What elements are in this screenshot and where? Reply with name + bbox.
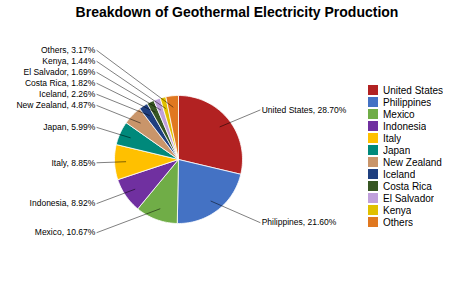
svg-text:Indonesia, 8.92%: Indonesia, 8.92% [30,198,96,208]
svg-text:Kenya, 1.44%: Kenya, 1.44% [42,56,95,66]
svg-text:Mexico, 10.67%: Mexico, 10.67% [35,227,96,237]
svg-text:New Zealand, 4.87%: New Zealand, 4.87% [16,100,95,110]
svg-text:Philippines, 21.60%: Philippines, 21.60% [262,217,337,227]
html-text:Philippines: Philippines [383,96,432,108]
html-text:Breakdown of Geothermal Electr: Breakdown of Geothermal Electricity Prod… [75,4,399,20]
html-text:Japan: Japan [383,144,411,156]
html-text:Iceland: Iceland [383,168,416,180]
svg-text:Others, 3.17%: Others, 3.17% [41,45,96,55]
html-text:El Salvador: El Salvador [383,192,435,204]
svg-text:United States, 28.70%: United States, 28.70% [262,105,347,115]
html-text:Italy: Italy [383,132,402,144]
html-text:Indonesia: Indonesia [383,120,427,132]
svg-text:Iceland, 2.26%: Iceland, 2.26% [39,89,96,99]
html-text:Others: Others [383,216,413,228]
svg-text:Japan, 5.99%: Japan, 5.99% [43,122,95,132]
html-text:Costa Rica: Costa Rica [383,180,432,192]
svg-text:Costa Rica, 1.82%: Costa Rica, 1.82% [25,78,96,88]
html-text:New Zealand: New Zealand [383,156,442,168]
html-text:United States: United States [383,84,443,96]
html-text:Mexico: Mexico [383,108,415,120]
html-text:Kenya: Kenya [383,204,412,216]
svg-text:El Salvador, 1.69%: El Salvador, 1.69% [23,67,95,77]
svg-text:Italy, 8.85%: Italy, 8.85% [52,158,96,168]
